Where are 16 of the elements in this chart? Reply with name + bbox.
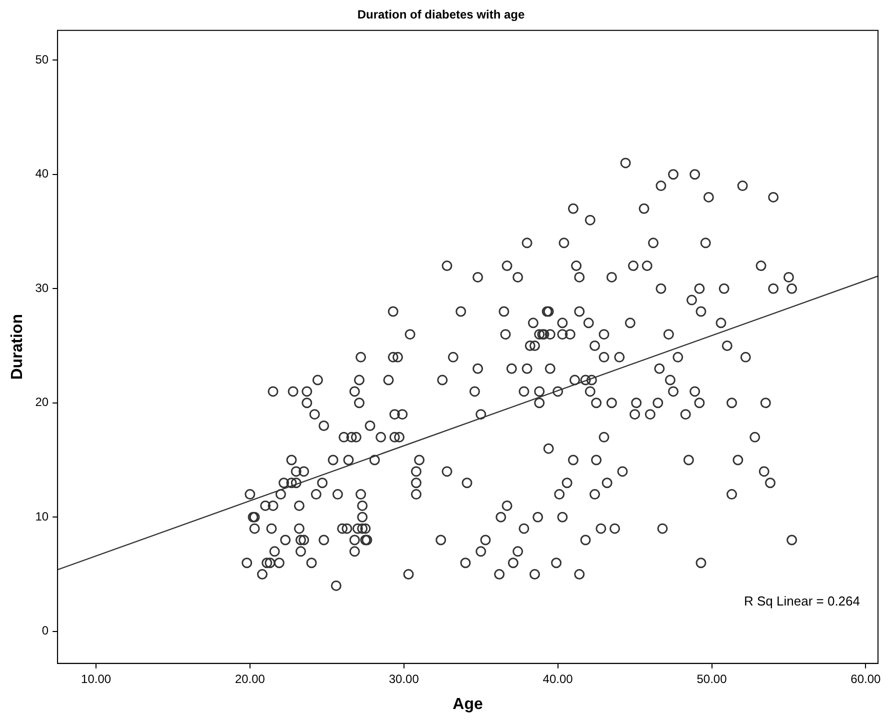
x-tick-label: 60.00 <box>850 672 882 686</box>
x-axis-title: Age <box>452 696 483 713</box>
y-axis-title: Duration <box>9 314 26 380</box>
annotation: R Sq Linear = 0.264 <box>744 593 860 608</box>
x-tick-label: 20.00 <box>234 672 266 686</box>
x-tick-label: 10.00 <box>81 672 112 686</box>
y-tick-label: 40 <box>35 166 49 181</box>
chart-title: Duration of diabetes with age <box>357 8 525 22</box>
x-tick-label: 30.00 <box>388 672 420 686</box>
y-tick-label: 0 <box>42 624 49 638</box>
y-tick-label: 20 <box>35 395 49 410</box>
y-tick-label: 30 <box>35 280 49 295</box>
x-tick-label: 50.00 <box>696 672 728 686</box>
x-tick-label: 40.00 <box>542 672 574 686</box>
y-tick-label: 10 <box>35 509 49 524</box>
y-tick-label: 50 <box>35 52 49 66</box>
